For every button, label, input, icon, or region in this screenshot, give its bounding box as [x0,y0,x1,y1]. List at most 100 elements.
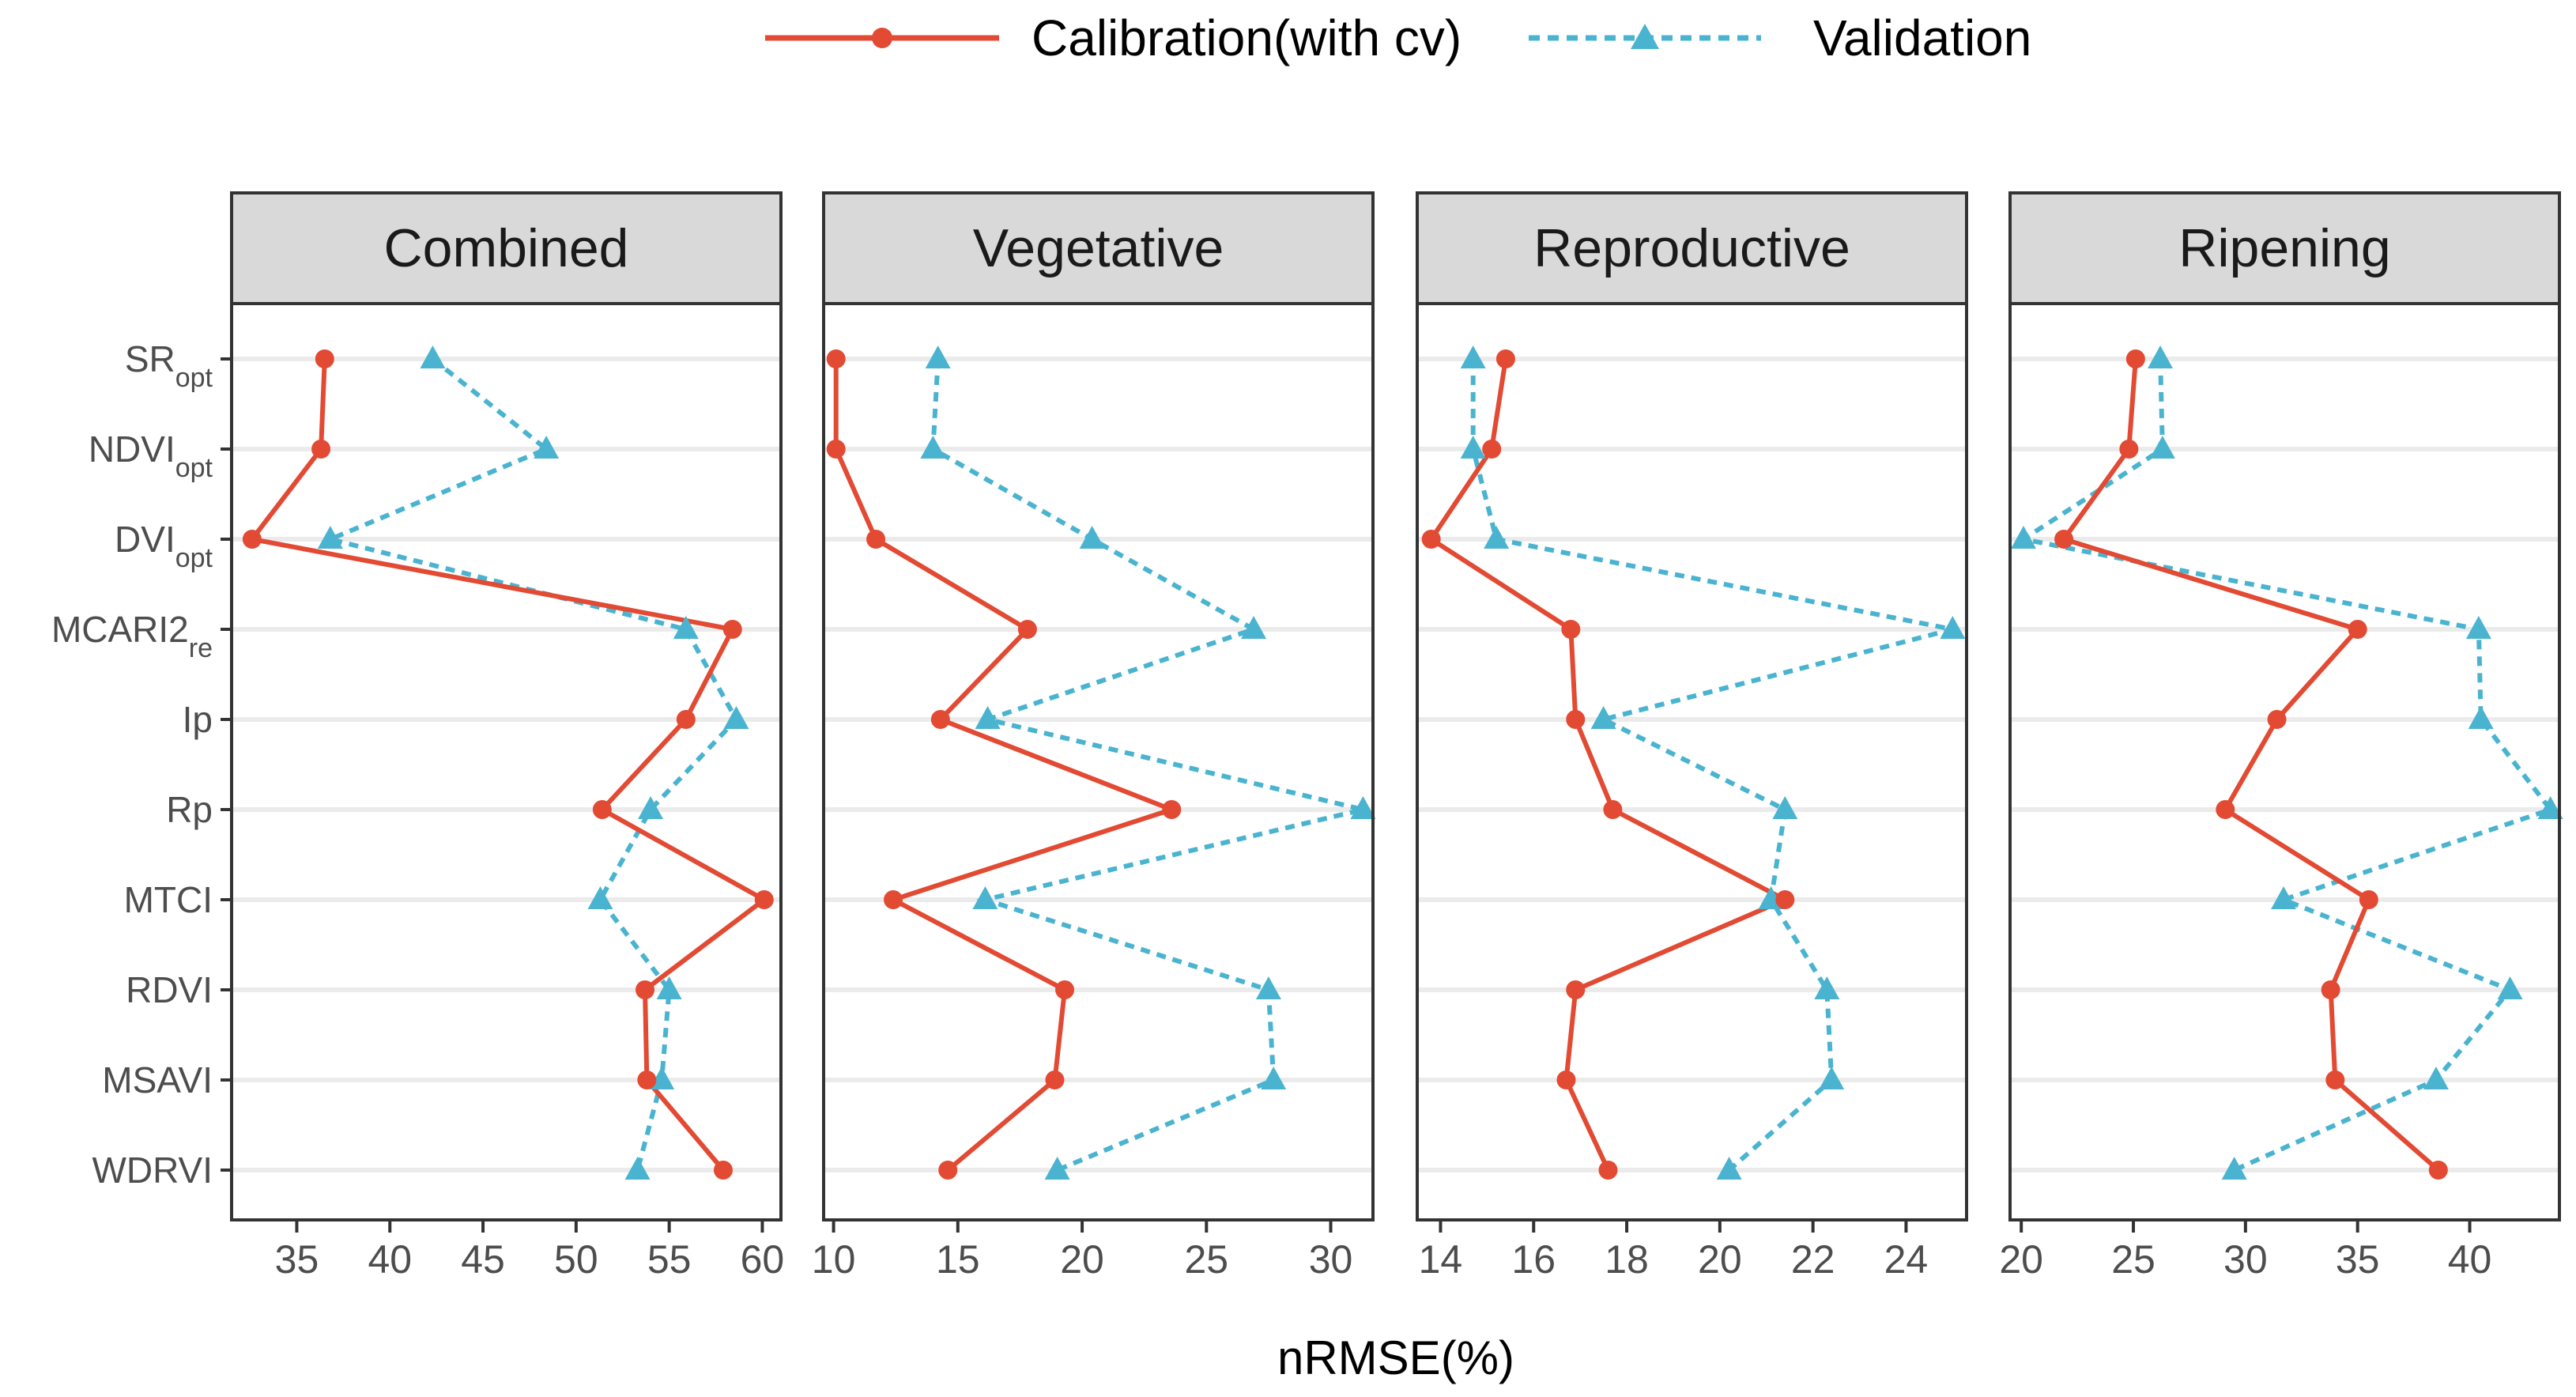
category-subscript: opt [175,363,213,393]
validation-point [1261,1067,1287,1089]
y-category-label: RDVI [126,969,213,1010]
validation-point [1484,526,1510,549]
validation-point [587,886,613,909]
panel-border [2008,302,2561,1221]
validation-point [1716,1157,1742,1180]
category-subscript: opt [175,543,213,573]
category-name: MSAVI [102,1059,213,1101]
x-tick-label: 40 [2448,1237,2492,1282]
validation-point [624,1157,651,1180]
calibration-point [722,620,742,639]
calibration-point [2119,440,2139,459]
calibration-point [938,1161,958,1180]
calibration-point [1495,349,1515,368]
validation-line [2017,358,2555,1172]
validation-point [2148,345,2174,368]
x-tick-label: 45 [461,1237,505,1282]
category-name: SR [125,338,175,379]
x-tick-label: 60 [741,1237,785,1282]
x-tick-label: 25 [2111,1237,2155,1282]
panel-strip [2008,191,2561,305]
calibration-line [247,358,769,1172]
panel-border [1416,302,1968,1221]
validation-point [1044,1157,1070,1180]
validation-line [322,357,740,1171]
y-category-label: MCARI2re [51,609,213,663]
validation-point [972,886,998,909]
x-tick-label: 40 [368,1237,412,1282]
category-name: Rp [166,789,213,830]
validation-point [1819,1067,1845,1089]
calibration-point [866,530,886,549]
validation-point [1255,976,1281,999]
calibration-point [884,890,903,909]
category-name: MCARI2 [51,609,189,650]
panel-strip [1416,191,1968,305]
calibration-point [2267,710,2287,729]
validation-point [534,436,560,459]
validation-point [1460,345,1486,368]
calibration-point [1775,890,1795,909]
y-category-label: WDRVI [92,1150,213,1191]
plot-background [824,304,1373,1220]
validation-point [2468,706,2494,729]
x-tick-label: 20 [1999,1237,2043,1282]
x-tick-label: 30 [2223,1237,2268,1282]
calibration-point [2216,800,2235,819]
y-category-label: Rp [166,789,213,830]
panel-reproductive: Reproductive 14 16 18 20 22 24 [1416,191,1968,1282]
panel-strip [230,191,783,305]
legend-validation-marker [1631,24,1659,49]
calibration-point [930,710,950,729]
validation-point [925,345,951,368]
y-category-label: SRopt [125,338,213,393]
y-category-label: MTCI [124,879,213,920]
x-tick-label: 25 [1184,1237,1228,1282]
validation-line [1470,359,1954,1172]
calibration-point [311,440,331,459]
category-name: WDRVI [92,1150,213,1191]
x-tick-label: 15 [936,1237,980,1282]
x-tick-label: 22 [1791,1237,1835,1282]
calibration-point [242,530,262,549]
category-name: NDVI [89,429,175,470]
calibration-point [2359,890,2378,909]
validation-point [2465,616,2491,639]
calibration-point [1561,620,1581,639]
validation-point [1772,796,1798,819]
x-axis-title: nRMSE(%) [1277,1331,1514,1384]
panels: Combined 35 40 45 50 55 60 Vegetative 10 15 20 25 30… [230,191,2563,1282]
calibration-point [1055,980,1075,999]
y-category-label: DVIopt [115,519,213,573]
calibration-point [826,440,846,459]
panel-title: Vegetative [973,218,1224,278]
calibration-point [713,1161,733,1180]
validation-point [920,436,946,459]
panel-title: Reproductive [1533,218,1850,278]
calibration-point [637,1070,657,1089]
legend-validation-label: Validation [1813,9,2031,66]
panel-vegetative: Vegetative 10 15 20 25 30 [812,191,1376,1282]
calibration-point [754,890,774,909]
validation-point [1460,436,1486,459]
calibration-point [1045,1070,1065,1089]
panel-ripening: Ripening 20 25 30 35 40 [1999,191,2563,1282]
calibration-line [1428,358,1791,1172]
legend-calibration-marker [872,28,892,48]
validation-point [673,616,699,639]
validation-point [2149,436,2175,459]
calibration-point [676,710,696,729]
validation-point [2011,526,2037,549]
plot-background [1417,304,1967,1220]
legend: Calibration(with cv) Validation [765,9,2031,66]
calibration-point [1598,1161,1618,1180]
category-subscript: re [189,633,213,663]
validation-point [638,796,664,819]
x-tick-label: 55 [647,1237,692,1282]
panel-title: Ripening [2178,218,2390,278]
validation-point [2497,976,2523,999]
calibration-point [315,349,334,368]
calibration-point [1482,440,1502,459]
calibration-point [1603,800,1623,819]
